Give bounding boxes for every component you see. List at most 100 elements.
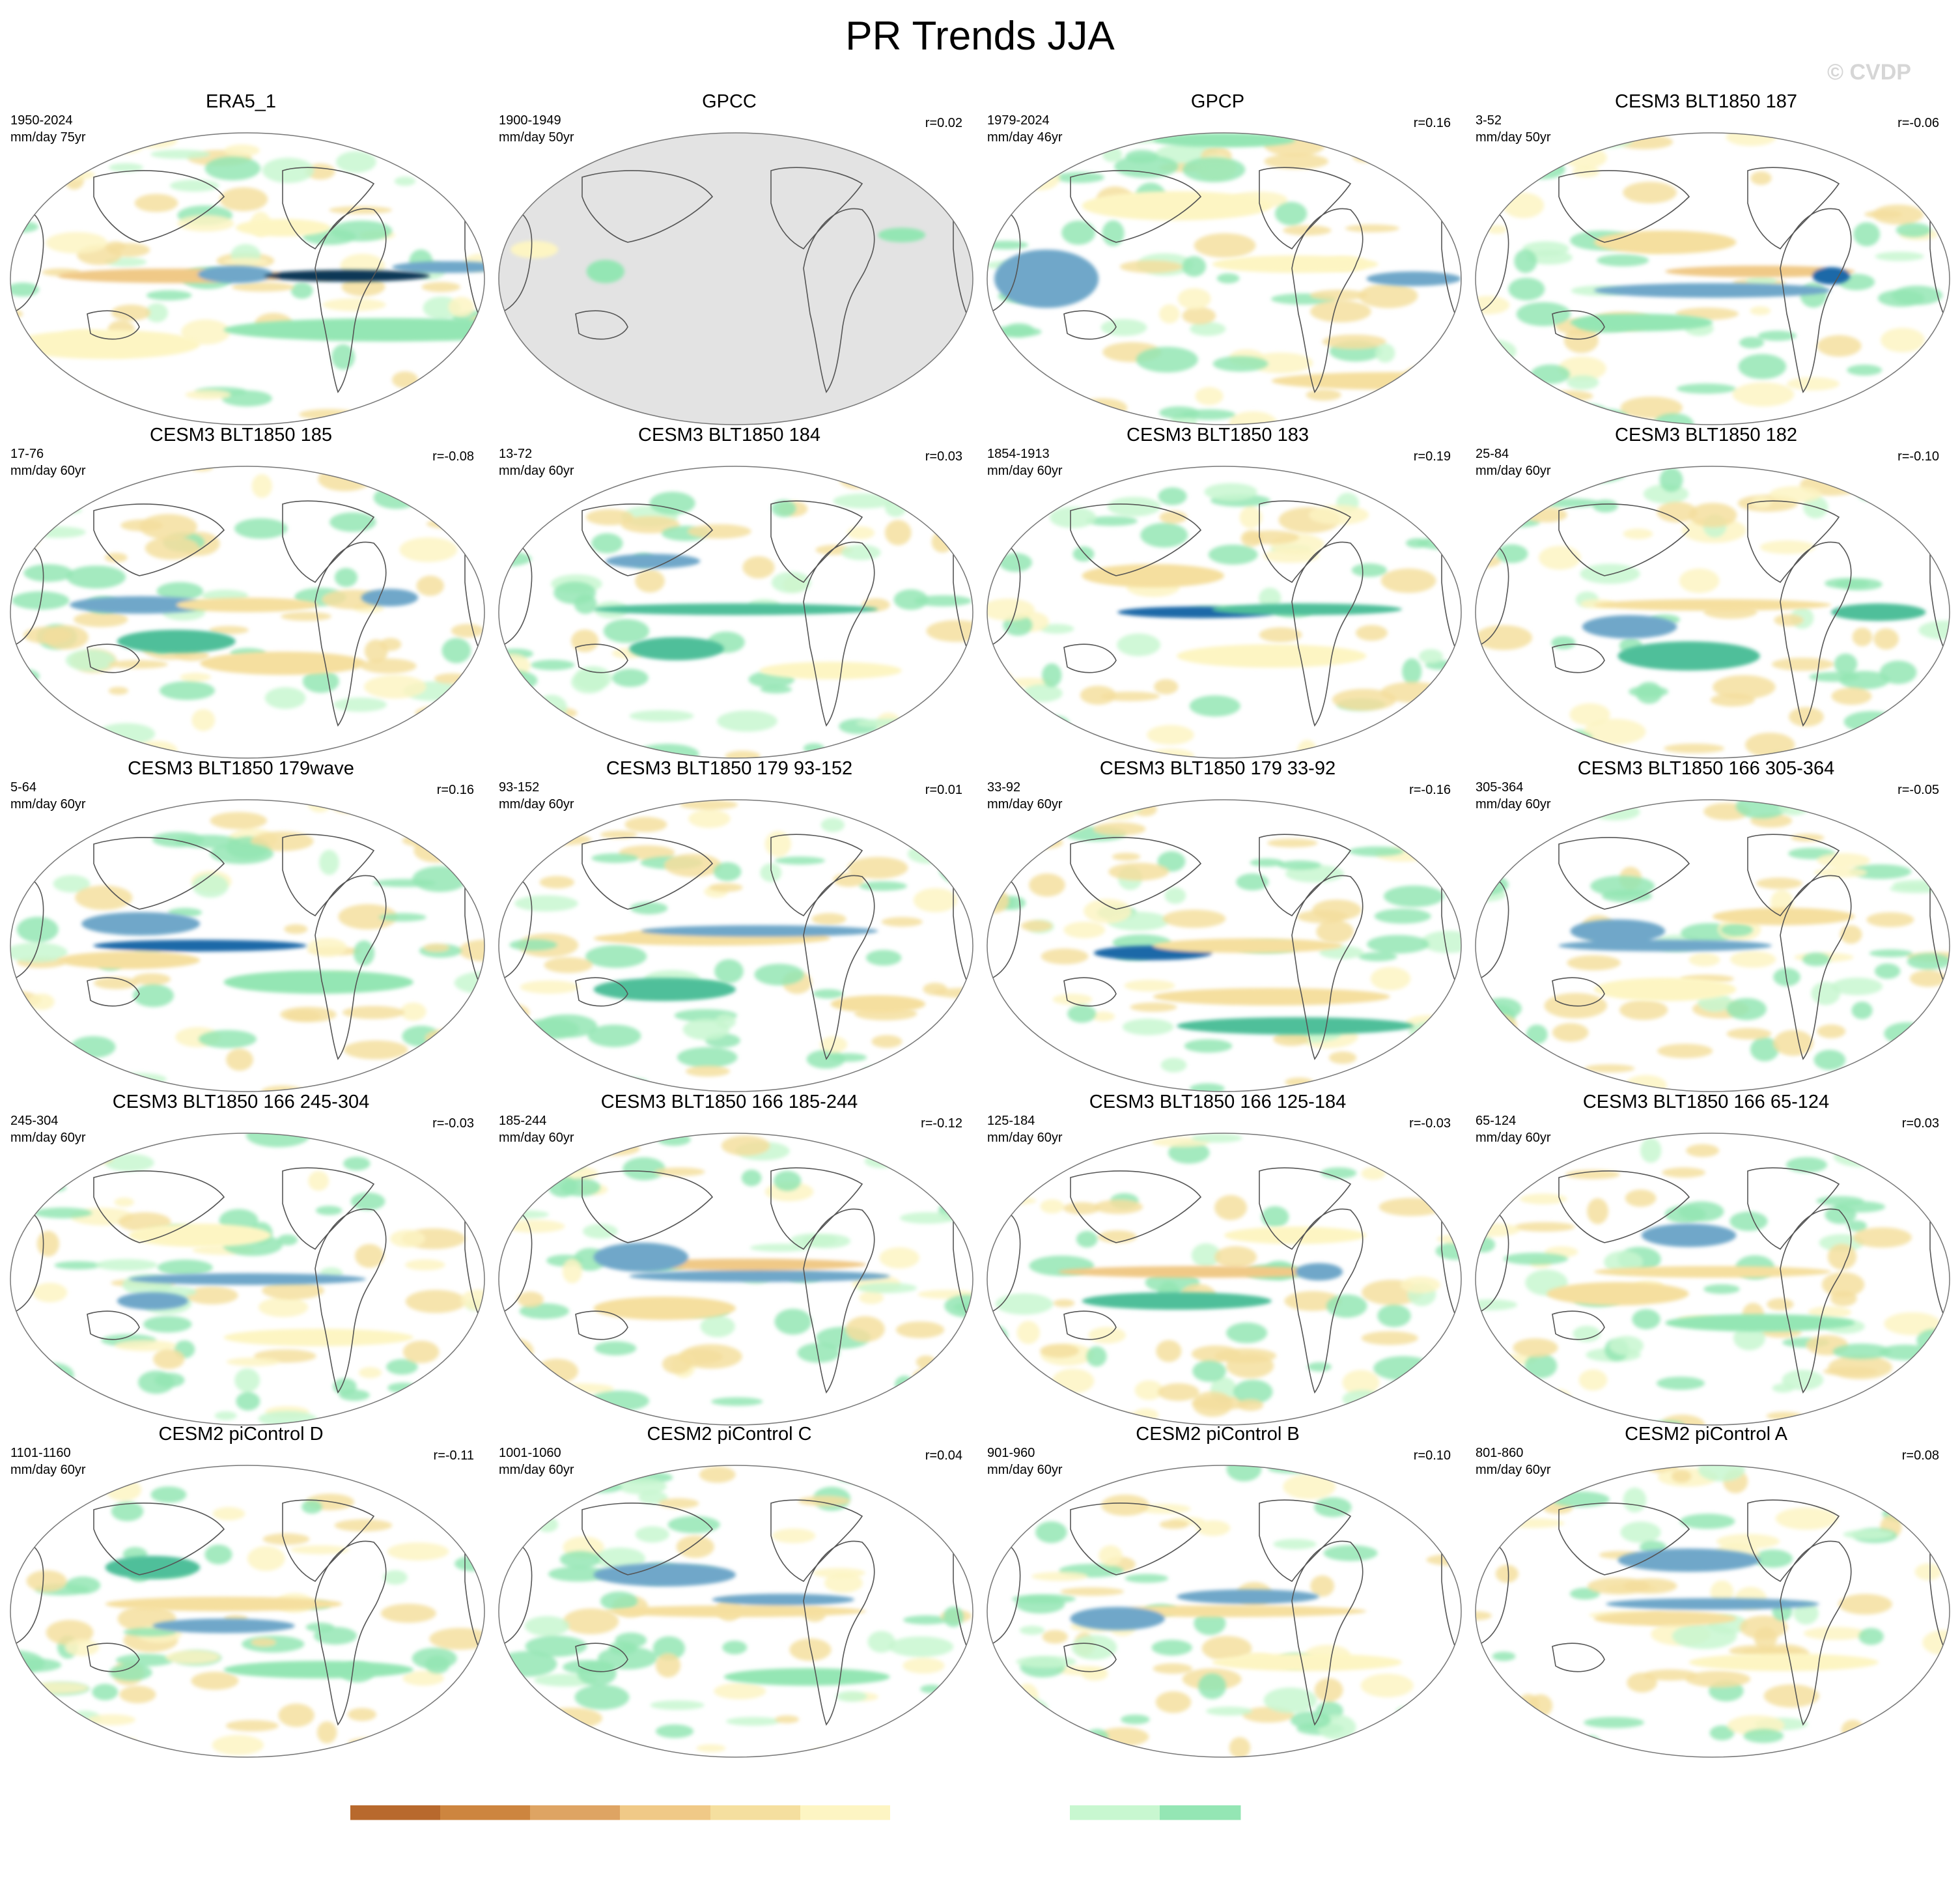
trend-blob <box>1817 132 1847 150</box>
panel-period: 1950-2024 <box>10 112 73 129</box>
trend-blob <box>205 156 261 180</box>
trend-blob <box>1817 1024 1845 1038</box>
trend-blob <box>519 1722 547 1737</box>
trend-blob <box>835 1691 867 1702</box>
trend-blob <box>1834 653 1858 674</box>
trend-blob <box>505 1220 565 1233</box>
trend-blob <box>1310 1575 1334 1597</box>
trend-blob <box>1236 873 1268 890</box>
panel-correlation: r=0.03 <box>925 449 962 464</box>
trend-blob <box>1832 1344 1890 1359</box>
trend-blob <box>883 1411 925 1420</box>
trend-blob <box>839 466 874 488</box>
trend-blob <box>1584 1743 1619 1758</box>
trend-blob <box>33 1283 67 1303</box>
trend-blob <box>147 290 192 300</box>
trend-blob <box>1400 1721 1455 1741</box>
trend-blob <box>1841 1720 1864 1741</box>
trend-blob <box>405 1260 445 1271</box>
trend-blob <box>1507 403 1528 417</box>
trend-blob <box>586 509 634 526</box>
panel-correlation: r=0.02 <box>925 116 962 131</box>
trend-blob <box>591 853 638 863</box>
trend-blob <box>1428 145 1452 166</box>
trend-band <box>1831 604 1926 621</box>
trend-blob <box>180 673 211 681</box>
trend-blob <box>497 828 534 851</box>
trend-blob <box>52 810 80 817</box>
trend-band <box>606 1605 866 1617</box>
trend-band <box>1212 1654 1402 1671</box>
trend-blob <box>544 744 566 759</box>
trend-blob <box>716 1014 736 1028</box>
trend-blob <box>651 1700 705 1710</box>
trend-blob <box>390 1230 425 1247</box>
trend-blob <box>107 139 143 154</box>
trend-blob <box>1875 963 1901 979</box>
trend-blob <box>441 393 486 415</box>
map-panel: CESM3 BLT1850 183 1854-1913 mm/day 60yr r=0… <box>977 425 1459 744</box>
trend-blob <box>1161 1058 1187 1072</box>
trend-blob <box>1136 346 1197 373</box>
trend-blob <box>1415 1493 1437 1502</box>
trend-blob <box>333 698 387 712</box>
trend-band <box>152 1618 294 1633</box>
trend-blob <box>1688 953 1720 966</box>
trend-blob <box>772 1529 815 1544</box>
trend-band <box>105 1556 201 1579</box>
trend-band <box>1177 1589 1319 1603</box>
panel-period: 13-72 <box>499 445 532 462</box>
trend-blob <box>458 798 479 809</box>
trend-blob <box>1640 1138 1661 1163</box>
trend-blob <box>1153 1663 1192 1674</box>
trend-blob <box>458 1023 486 1036</box>
trend-blob <box>900 1212 955 1224</box>
robinson-map <box>497 1464 974 1758</box>
trend-blob <box>1727 998 1767 1020</box>
map-panel: GPCC 1900-1949 mm/day 50yr r=0.02 <box>488 91 970 410</box>
trend-blob <box>1935 465 1951 476</box>
trend-blob <box>451 624 484 638</box>
trend-band <box>1812 267 1850 285</box>
trend-blob <box>1623 529 1653 539</box>
trend-blob <box>1063 1202 1100 1215</box>
trend-band <box>511 241 558 259</box>
trend-blob <box>1192 1391 1233 1417</box>
trend-blob <box>1866 912 1914 927</box>
trend-blob <box>1539 546 1581 570</box>
trend-blob <box>1117 634 1160 656</box>
trend-blob <box>588 1024 641 1047</box>
trend-blob <box>234 1368 260 1392</box>
trend-blob <box>677 1047 738 1067</box>
robinson-map <box>1474 132 1951 426</box>
trend-band <box>1594 1611 1736 1626</box>
trend-blob <box>1324 1545 1378 1561</box>
trend-blob <box>425 1656 450 1674</box>
trend-blob <box>74 612 128 627</box>
trend-blob <box>346 1132 384 1146</box>
trend-blob <box>1190 696 1240 716</box>
trend-blob <box>1474 833 1509 843</box>
map-panel: CESM3 BLT1850 185 17-76 mm/day 60yr r=-0.08 <box>0 425 482 744</box>
robinson-map <box>9 1132 486 1426</box>
trend-blob <box>143 1316 191 1333</box>
colorbar-swatch <box>350 1805 441 1834</box>
trend-blob <box>1431 1502 1463 1519</box>
trend-blob <box>1040 1344 1079 1358</box>
trend-blob <box>1099 1545 1123 1566</box>
trend-blob <box>1832 688 1872 705</box>
map-panel: CESM3 BLT1850 184 13-72 mm/day 60yr r=0.03 <box>488 425 970 744</box>
trend-blob <box>1182 307 1216 324</box>
trend-blob <box>69 1138 92 1150</box>
trend-blob <box>1531 365 1571 384</box>
trend-band <box>641 925 878 937</box>
trend-blob <box>1873 628 1899 650</box>
trend-band <box>176 598 318 612</box>
panel-period: 1001-1060 <box>499 1445 561 1461</box>
map-panel: CESM3 BLT1850 179 33-92 33-92 mm/day 60yr r… <box>977 758 1459 1077</box>
trend-band <box>594 1297 736 1320</box>
trend-blob <box>1101 1495 1149 1516</box>
trend-blob <box>28 994 55 1010</box>
trend-blob <box>509 939 557 951</box>
trend-blob <box>1095 1079 1134 1093</box>
